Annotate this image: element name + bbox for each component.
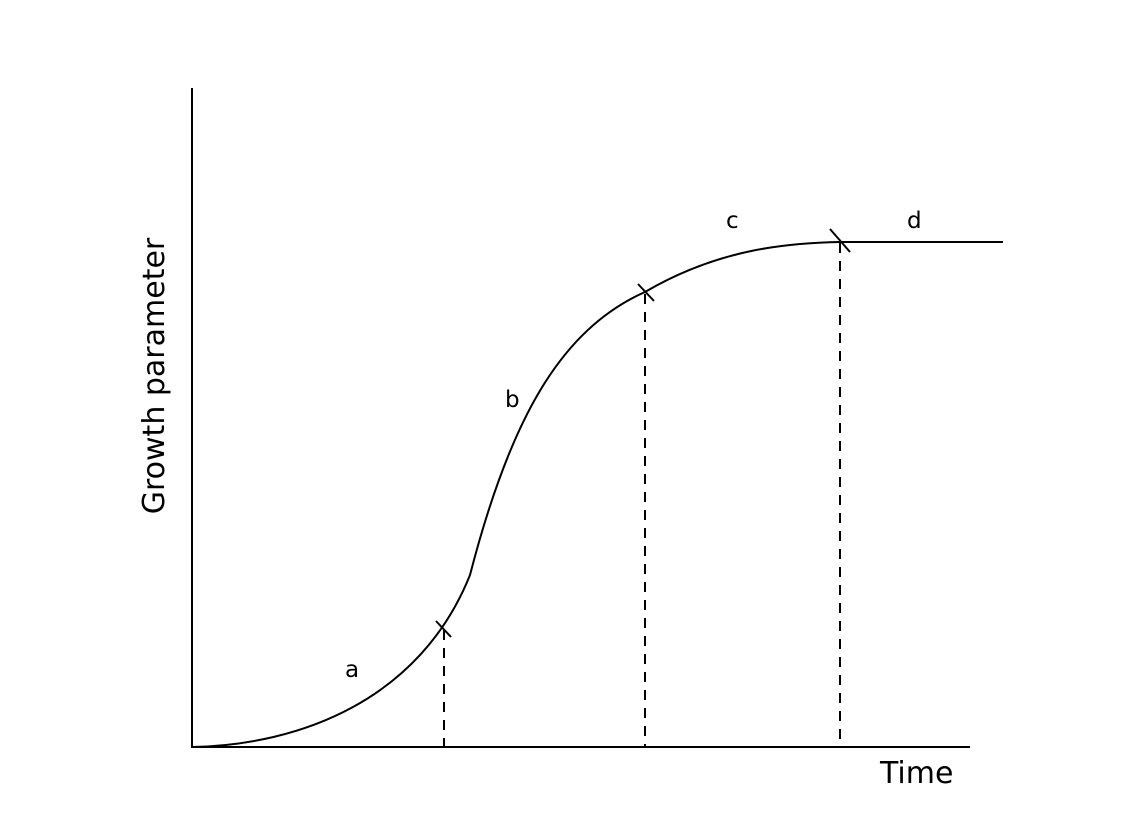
phase-label-c: c bbox=[726, 208, 739, 234]
phase-label-d: d bbox=[907, 208, 922, 234]
x-axis-label: Time bbox=[879, 756, 953, 791]
phase-tick-c-d bbox=[829, 228, 851, 253]
growth-curve bbox=[191, 241, 1003, 748]
phase-tick-b-c bbox=[637, 283, 655, 302]
phase-tick-a-b bbox=[435, 620, 452, 638]
phase-label-a: a bbox=[345, 657, 359, 683]
phase-label-b: b bbox=[505, 387, 520, 413]
y-axis-label: Growth parameter bbox=[137, 237, 172, 514]
